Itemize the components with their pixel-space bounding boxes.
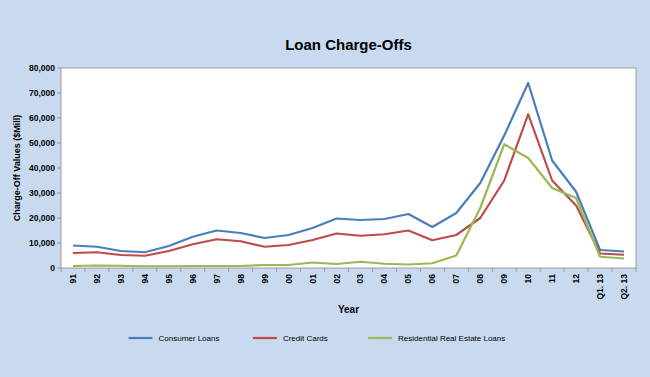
x-tick — [588, 268, 589, 272]
x-tick-label: 09 — [499, 274, 509, 284]
plot-area — [61, 68, 636, 268]
x-tick — [300, 268, 301, 272]
legend-swatch — [129, 337, 153, 339]
x-tick-label: 97 — [212, 274, 222, 284]
series-line — [73, 83, 624, 252]
y-tick-label: 10,000 — [29, 238, 55, 248]
x-tick-label: 96 — [188, 274, 198, 284]
x-tick-label: 03 — [355, 274, 365, 284]
x-tick-label: 00 — [284, 274, 294, 284]
x-tick-label: 12 — [571, 274, 581, 284]
x-tick-label: Q2. 13 — [619, 274, 629, 300]
x-tick — [636, 268, 637, 272]
x-tick — [108, 268, 109, 272]
legend: Consumer Loans Credit Cards Residential Re… — [129, 334, 506, 343]
y-tick — [57, 193, 61, 194]
y-tick-label: 30,000 — [29, 188, 55, 198]
y-tick-label: 0 — [50, 263, 55, 273]
x-tick — [372, 268, 373, 272]
x-tick-label: 99 — [260, 274, 270, 284]
y-tick-label: 40,000 — [29, 163, 55, 173]
series-group — [73, 83, 624, 266]
y-tick — [57, 118, 61, 119]
x-tick — [612, 268, 613, 272]
legend-label: Credit Cards — [283, 334, 328, 343]
x-tick-label: 92 — [92, 274, 102, 284]
x-tick — [252, 268, 253, 272]
x-tick-label: 06 — [427, 274, 437, 284]
x-tick — [180, 268, 181, 272]
y-tick-label: 50,000 — [29, 138, 55, 148]
x-tick — [396, 268, 397, 272]
x-tick — [61, 268, 62, 272]
x-tick — [156, 268, 157, 272]
x-tick-label: 93 — [116, 274, 126, 284]
legend-swatch — [253, 337, 277, 339]
y-axis-label: Charge-Off Values ($Mill) — [12, 115, 22, 222]
x-tick-label: 02 — [332, 274, 342, 284]
series-line — [73, 114, 624, 256]
y-tick — [57, 68, 61, 69]
x-tick — [132, 268, 133, 272]
y-tick — [57, 168, 61, 169]
series-line — [73, 144, 624, 266]
x-tick — [228, 268, 229, 272]
legend-swatch — [368, 337, 392, 339]
y-tick-label: 20,000 — [29, 213, 55, 223]
x-tick-label: 07 — [451, 274, 461, 284]
y-tick-label: 60,000 — [29, 113, 55, 123]
chart: Loan Charge-Offs Charge-Off Values ($Mill… — [0, 0, 650, 377]
y-tick — [57, 93, 61, 94]
x-tick-label: 11 — [547, 274, 557, 283]
x-tick — [516, 268, 517, 272]
x-tick — [492, 268, 493, 272]
x-tick — [540, 268, 541, 272]
x-tick-label: 95 — [164, 274, 174, 284]
y-tick — [57, 143, 61, 144]
x-axis-label: Year — [338, 304, 359, 315]
legend-label: Residential Real Estate Loans — [398, 334, 505, 343]
x-tick — [276, 268, 277, 272]
title: Loan Charge-Offs — [285, 36, 412, 53]
x-tick — [348, 268, 349, 272]
x-tick-label: 98 — [236, 274, 246, 284]
x-tick — [204, 268, 205, 272]
y-tick — [57, 218, 61, 219]
x-tick-label: 01 — [308, 274, 318, 284]
x-tick — [84, 268, 85, 272]
y-tick — [57, 268, 61, 269]
x-tick-label: 94 — [140, 274, 150, 284]
x-tick-label: 05 — [403, 274, 413, 284]
x-tick-label: 91 — [68, 274, 78, 284]
y-tick-label: 80,000 — [29, 63, 55, 73]
x-tick — [444, 268, 445, 272]
x-tick — [324, 268, 325, 272]
x-tick — [564, 268, 565, 272]
y-tick-label: 70,000 — [29, 88, 55, 98]
x-tick — [420, 268, 421, 272]
y-tick — [57, 243, 61, 244]
x-tick-label: 08 — [475, 274, 485, 284]
x-tick-label: 04 — [379, 274, 389, 284]
chart-background — [0, 0, 650, 377]
x-tick — [468, 268, 469, 272]
x-tick-label: 10 — [523, 274, 533, 284]
legend-label: Consumer Loans — [159, 334, 220, 343]
x-tick-label: Q1. 13 — [595, 274, 605, 300]
